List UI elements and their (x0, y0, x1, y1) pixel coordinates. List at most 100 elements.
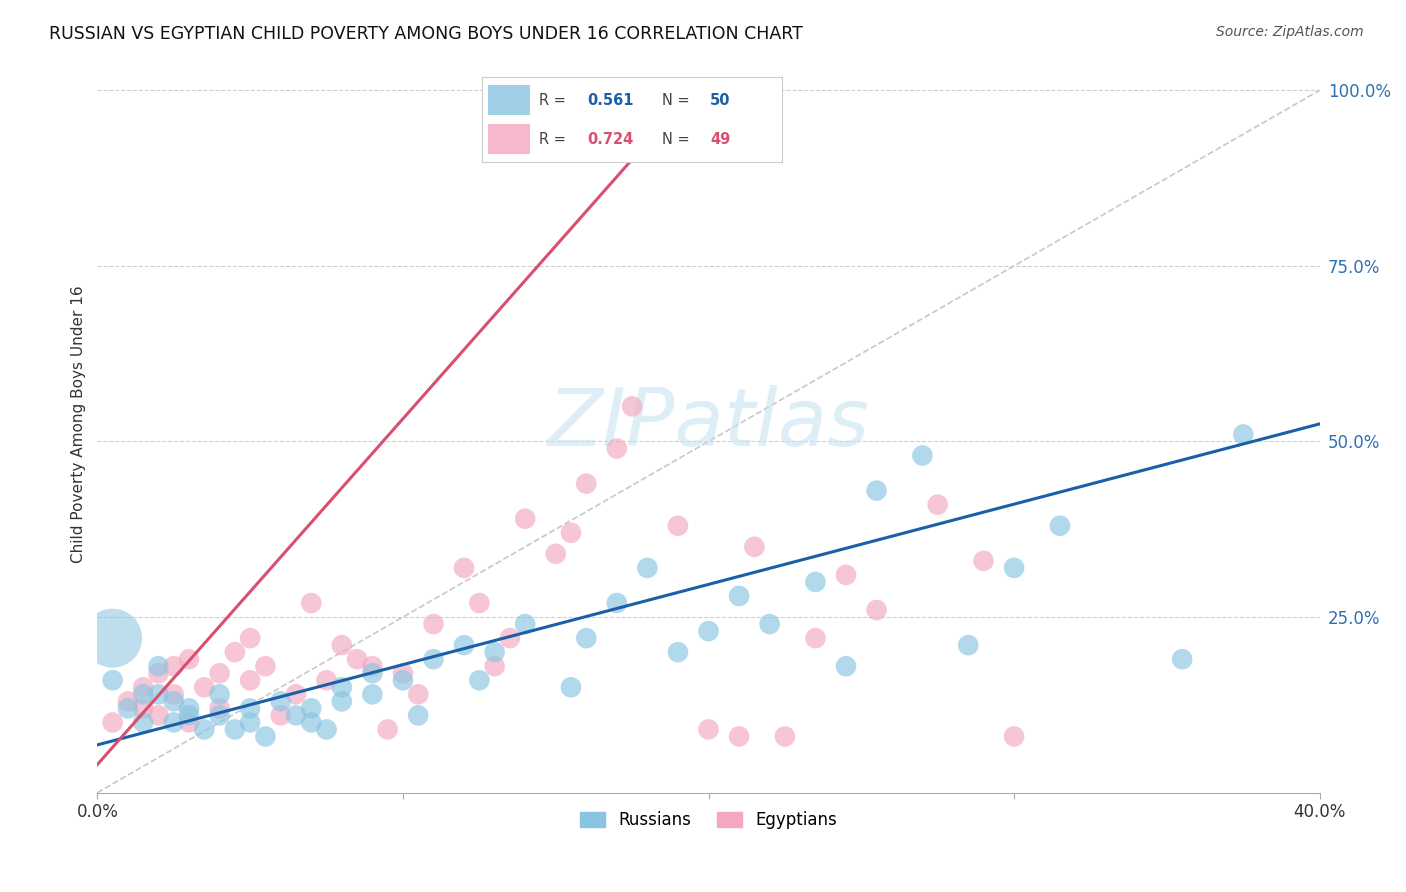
Point (148, 708, 170, 723)
Point (254, 730, 277, 744)
Point (804, 631, 827, 645)
Point (148, 687, 170, 701)
Point (101, 715, 124, 730)
Point (406, 687, 429, 701)
Point (515, 512, 537, 526)
Point (330, 681, 353, 695)
Point (285, 687, 308, 701)
Point (957, 638, 980, 652)
Point (666, 518, 689, 533)
Point (515, 617, 537, 632)
Point (606, 442, 628, 456)
Point (422, 617, 444, 632)
Point (666, 645, 689, 659)
Legend: Russians, Egyptians: Russians, Egyptians (574, 805, 844, 836)
Text: Source: ZipAtlas.com: Source: ZipAtlas.com (1216, 25, 1364, 39)
Point (468, 596, 491, 610)
Point (499, 631, 522, 645)
Point (148, 666, 170, 681)
Point (270, 694, 292, 708)
Point (254, 659, 277, 673)
Point (177, 652, 200, 666)
Point (239, 631, 262, 645)
Point (392, 666, 415, 681)
Point (835, 568, 858, 582)
Point (1049, 518, 1071, 533)
Point (560, 525, 582, 540)
Point (148, 659, 170, 673)
Point (101, 673, 124, 688)
Point (346, 652, 368, 666)
Point (132, 687, 155, 701)
Point (1002, 730, 1025, 744)
Point (1171, 652, 1194, 666)
Point (468, 673, 491, 688)
Point (163, 694, 186, 708)
Point (1002, 561, 1025, 575)
Point (697, 624, 720, 639)
Point (299, 701, 322, 715)
Point (865, 483, 887, 498)
Point (208, 708, 231, 723)
Point (208, 666, 231, 681)
Point (193, 681, 215, 695)
Point (208, 687, 231, 701)
Point (208, 701, 231, 715)
Point (575, 476, 598, 491)
Point (117, 694, 139, 708)
Point (484, 645, 506, 659)
Point (224, 723, 246, 737)
Point (973, 554, 995, 568)
Point (132, 701, 155, 715)
Point (239, 715, 262, 730)
Point (177, 701, 200, 715)
Point (606, 596, 628, 610)
Point (361, 666, 384, 681)
Point (422, 652, 444, 666)
Point (927, 498, 949, 512)
Point (621, 400, 644, 414)
Point (285, 708, 308, 723)
Point (163, 659, 186, 673)
Point (406, 708, 429, 723)
Point (177, 715, 200, 730)
Point (361, 659, 384, 673)
Point (299, 715, 322, 730)
Point (835, 659, 858, 673)
Point (560, 681, 582, 695)
Point (330, 694, 353, 708)
Point (575, 631, 598, 645)
Text: ZIPatlas: ZIPatlas (547, 384, 869, 463)
Point (865, 603, 887, 617)
Point (544, 547, 567, 561)
Point (224, 645, 246, 659)
Point (299, 596, 322, 610)
Point (239, 673, 262, 688)
Point (361, 687, 384, 701)
Point (315, 723, 337, 737)
Point (744, 540, 766, 554)
Point (132, 681, 155, 695)
Point (453, 561, 475, 575)
Point (728, 730, 751, 744)
Point (636, 561, 658, 575)
Point (911, 449, 934, 463)
Point (330, 638, 353, 652)
Point (484, 659, 506, 673)
Point (239, 701, 262, 715)
Point (117, 701, 139, 715)
Point (377, 723, 399, 737)
Point (270, 708, 292, 723)
Point (177, 708, 200, 723)
Y-axis label: Child Poverty Among Boys Under 16: Child Poverty Among Boys Under 16 (72, 285, 86, 563)
Point (453, 638, 475, 652)
Point (392, 673, 415, 688)
Point (773, 730, 796, 744)
Point (193, 723, 215, 737)
Point (163, 687, 186, 701)
Text: RUSSIAN VS EGYPTIAN CHILD POVERTY AMONG BOYS UNDER 16 CORRELATION CHART: RUSSIAN VS EGYPTIAN CHILD POVERTY AMONG … (49, 25, 803, 43)
Point (315, 673, 337, 688)
Point (163, 715, 186, 730)
Point (758, 617, 780, 632)
Point (101, 631, 124, 645)
